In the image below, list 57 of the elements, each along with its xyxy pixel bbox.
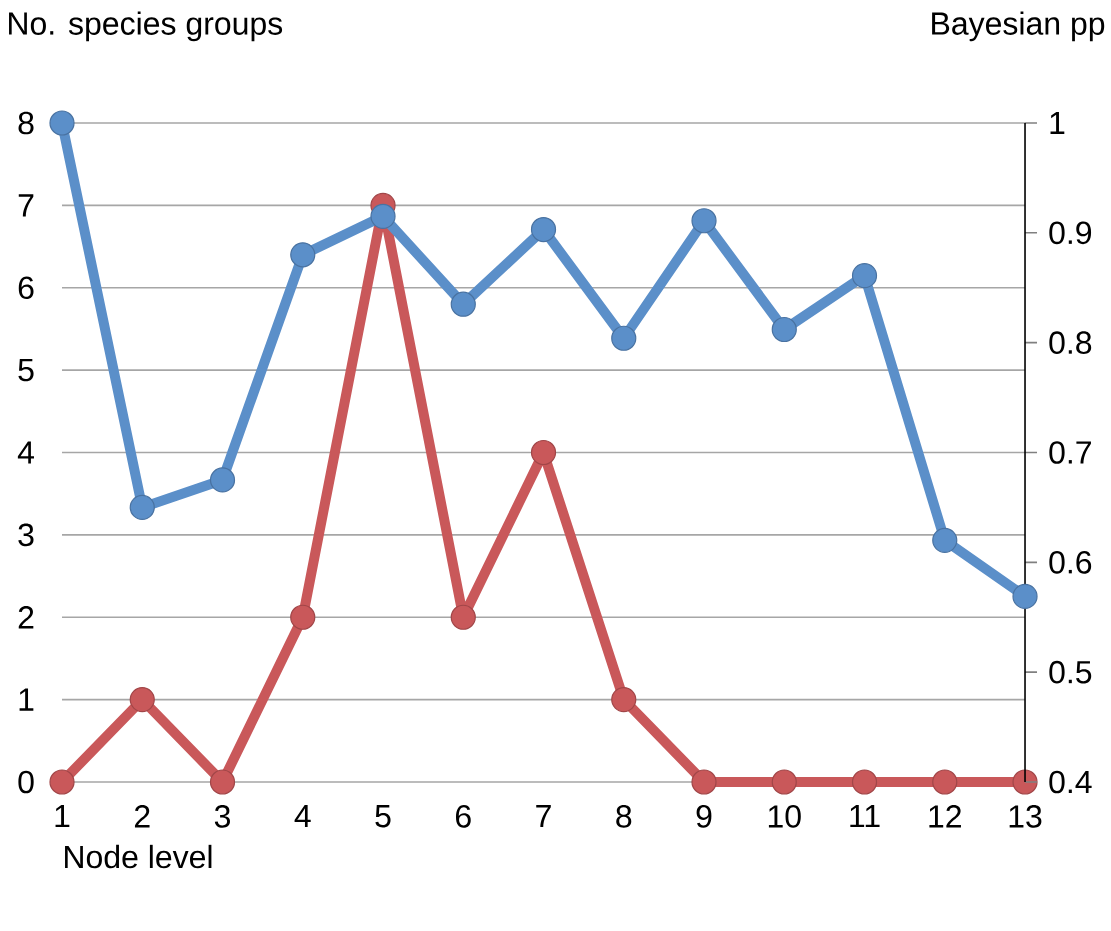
point xyxy=(450,291,476,317)
x-tick-label: 3 xyxy=(214,805,230,828)
x-tick-label: 9 xyxy=(696,805,712,828)
x-tick-label: 10 xyxy=(768,805,801,828)
x-tick-label: 6 xyxy=(455,805,471,828)
y2-tick-label: 0.7 xyxy=(1049,441,1091,464)
point xyxy=(530,216,557,243)
point xyxy=(611,687,637,713)
x-tick-label: 12 xyxy=(929,805,961,828)
y-tick-label: 0 xyxy=(18,770,34,794)
point xyxy=(450,604,476,630)
y-tick-label: 8 xyxy=(18,111,34,135)
point xyxy=(49,769,75,795)
point xyxy=(129,687,155,713)
point xyxy=(290,604,316,630)
point xyxy=(691,208,717,234)
y-tick-label: 3 xyxy=(18,523,34,547)
point xyxy=(932,527,958,553)
x-tick-label: 4 xyxy=(294,805,311,828)
y-tick-label: 2 xyxy=(18,606,34,629)
point xyxy=(49,110,75,136)
x-tick-label: 5 xyxy=(375,805,391,828)
y2-tick-label: 0.4 xyxy=(1049,770,1092,794)
y-tick-label: 6 xyxy=(18,276,34,300)
y2-tick-label: 0.9 xyxy=(1049,221,1092,245)
point xyxy=(771,316,797,343)
y-tick-label: 4 xyxy=(17,441,34,464)
point xyxy=(209,467,236,493)
x-axis-title: Node level xyxy=(65,844,212,869)
y2-tick-label: 1 xyxy=(1050,111,1065,134)
point xyxy=(851,263,878,289)
point xyxy=(129,494,155,521)
y-tick-label: 7 xyxy=(18,194,34,217)
y-tick-label: 5 xyxy=(18,358,34,382)
y2-tick-label: 0.8 xyxy=(1049,331,1092,354)
y-tick-label: 1 xyxy=(19,688,34,711)
x-tick-label: 1 xyxy=(55,805,70,828)
x-tick-label: 11 xyxy=(850,805,880,828)
x-tick-label: 13 xyxy=(1009,805,1042,828)
y2-tick-label: 0.6 xyxy=(1049,551,1092,574)
point xyxy=(370,203,396,229)
point xyxy=(771,769,797,795)
point xyxy=(1012,769,1038,795)
y2-tick-label: 0.5 xyxy=(1049,660,1092,684)
point xyxy=(611,325,637,351)
y2-axis-title: Bayesian pp xyxy=(932,11,1105,42)
point xyxy=(209,769,236,795)
x-tick-label: 8 xyxy=(616,805,632,828)
point xyxy=(290,242,316,268)
point xyxy=(530,439,557,466)
point xyxy=(932,769,958,795)
x-tick-label: 2 xyxy=(134,805,150,828)
point xyxy=(691,769,717,795)
point xyxy=(1012,583,1038,609)
x-tick-label: 7 xyxy=(536,805,551,828)
point xyxy=(851,769,878,795)
y-axis-title: No. species groups xyxy=(9,11,283,42)
